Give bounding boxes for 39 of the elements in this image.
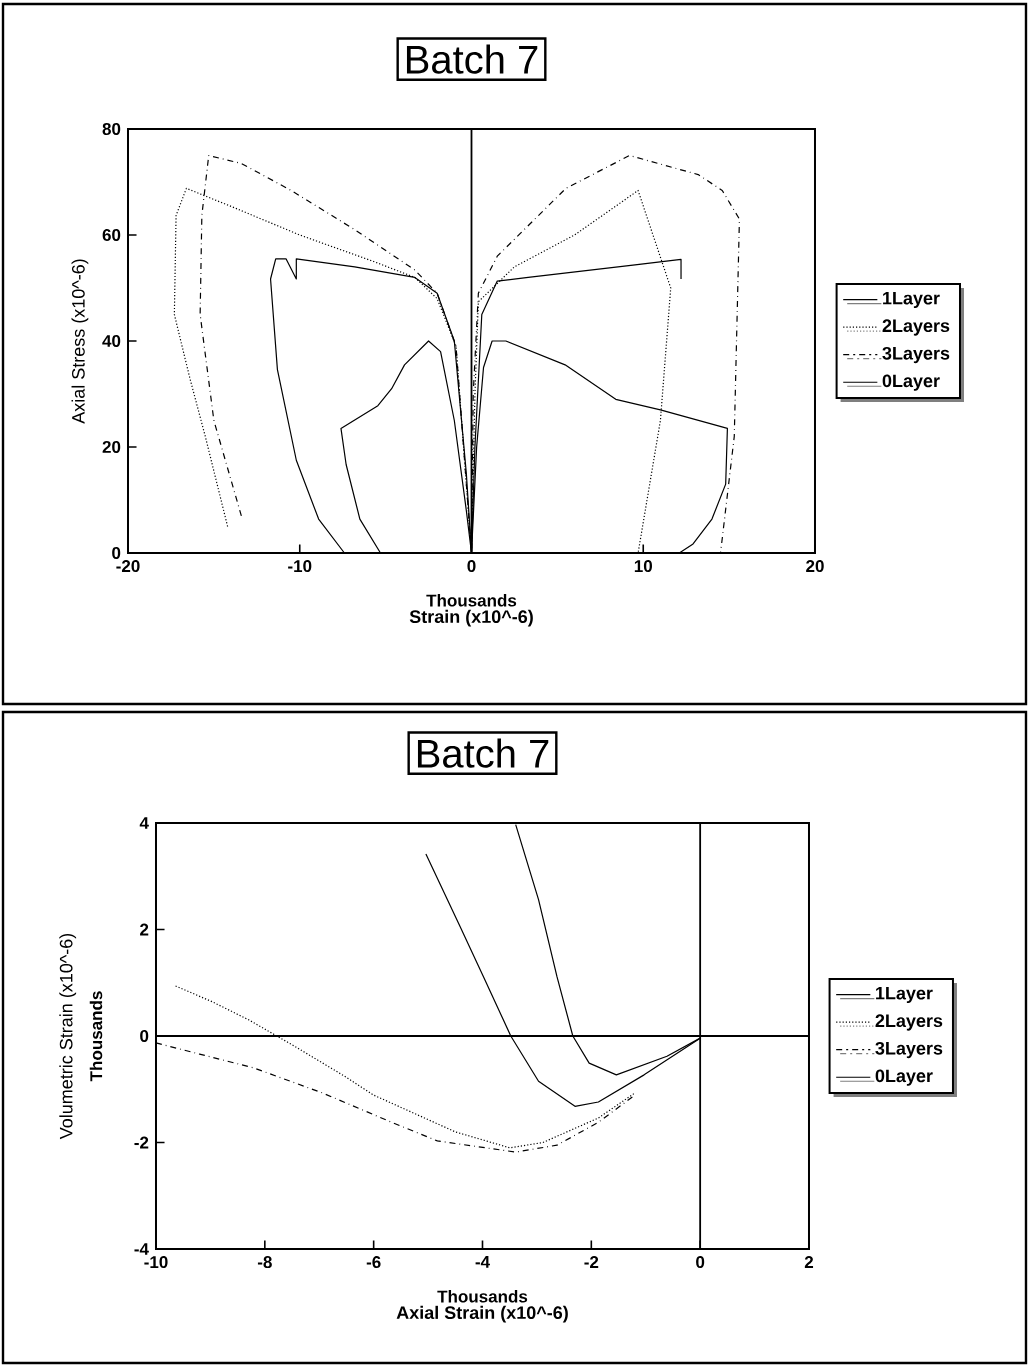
x-tick-label: 20	[806, 560, 824, 573]
y-tick-label: 4	[139, 817, 149, 829]
chart-title: Batch 7	[406, 44, 538, 74]
x-tick-label: 10	[634, 560, 652, 573]
legend-label: 3Layers	[882, 346, 950, 364]
text: Thousands	[426, 594, 517, 607]
x-tick-label: 2	[804, 1256, 814, 1268]
text: Thousands	[89, 991, 103, 1082]
legend-label: 1Layer	[883, 291, 940, 309]
y-tick-label: 20	[102, 440, 121, 454]
x-tick-label: 0	[696, 1256, 705, 1269]
x-tick-label: -8	[257, 1256, 272, 1269]
x-axis-title: Axial Strain (x10^-6)	[396, 1305, 568, 1323]
legend-label: 3Layers	[875, 1041, 943, 1059]
x-tick-label: -2	[584, 1256, 599, 1268]
y-tick-label: -2	[134, 1136, 149, 1149]
y-tick-label: 2	[140, 923, 149, 936]
y-tick-label: 60	[102, 228, 121, 242]
legend-label: 2Layers	[875, 1014, 943, 1031]
x-tick-label: -6	[366, 1256, 381, 1269]
y-tick-label: 0	[140, 1030, 149, 1043]
legend-label: 1Layer	[876, 986, 933, 1004]
x-tick-label: -4	[475, 1256, 490, 1268]
chart-title: Batch 7	[417, 738, 549, 768]
x-tick-label: 0	[467, 560, 476, 573]
x-tick-label: -10	[288, 560, 312, 573]
text: Thousands	[437, 1290, 528, 1303]
legend-label: 2Layers	[882, 319, 950, 336]
x-axis-title: Strain (x10^-6)	[409, 609, 533, 627]
x-tick-label: -10	[144, 1256, 168, 1269]
y-tick-label: 80	[102, 123, 121, 136]
y-tick-label: -4	[134, 1243, 149, 1255]
y-axis-title: Volumetric Strain (x10^-6)	[59, 933, 77, 1140]
legend-label: 0Layer	[882, 374, 940, 391]
y-tick-label: 0	[112, 546, 121, 560]
x-tick-label: -20	[116, 560, 140, 573]
legend-label: 0Layer	[875, 1069, 933, 1086]
y-tick-label: 40	[102, 334, 121, 348]
y-axis-title: Axial Stress (x10^-6)	[71, 259, 89, 424]
